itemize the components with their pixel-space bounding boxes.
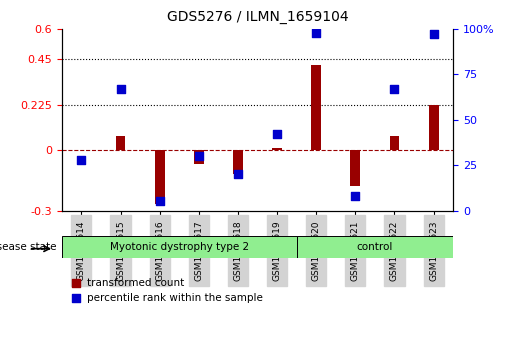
Point [390, 86, 399, 92]
Text: Myotonic dystrophy type 2: Myotonic dystrophy type 2 [110, 242, 249, 252]
Text: disease state: disease state [0, 242, 57, 252]
Point [430, 32, 438, 37]
Point [234, 171, 242, 177]
Point [351, 193, 359, 199]
Bar [272, 148, 282, 150]
Bar [390, 136, 400, 150]
Bar [154, 150, 164, 204]
Text: control: control [357, 242, 393, 252]
Bar [428, 105, 439, 150]
Bar [194, 150, 204, 164]
Bar [350, 150, 360, 186]
Point [312, 30, 320, 36]
Point [77, 157, 85, 163]
Bar [233, 150, 243, 174]
FancyBboxPatch shape [297, 236, 453, 258]
Bar [115, 136, 126, 150]
Point [195, 153, 203, 159]
FancyBboxPatch shape [62, 236, 297, 258]
Title: GDS5276 / ILMN_1659104: GDS5276 / ILMN_1659104 [167, 10, 348, 24]
Point [116, 86, 125, 92]
Bar [311, 65, 321, 150]
Point [156, 199, 164, 204]
Legend: transformed count, percentile rank within the sample: transformed count, percentile rank withi… [67, 274, 267, 307]
Point [273, 131, 281, 137]
